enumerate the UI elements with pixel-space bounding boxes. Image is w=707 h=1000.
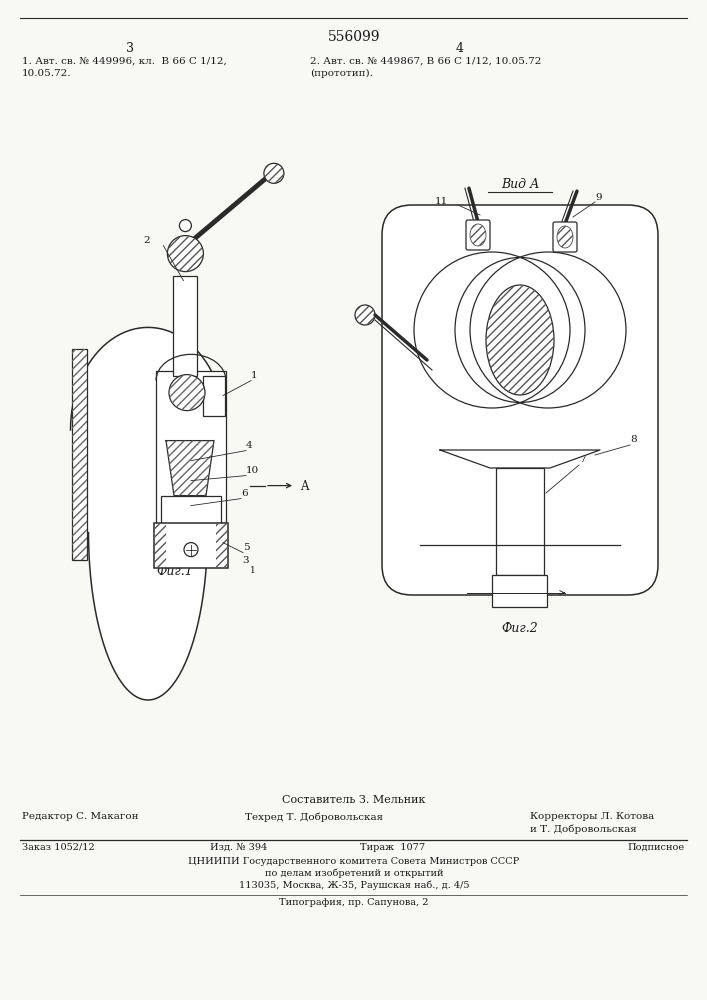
Bar — [173, 276, 197, 376]
Text: Составитель З. Мельник: Составитель З. Мельник — [282, 795, 426, 805]
Text: Техред Т. Добровольская: Техред Т. Добровольская — [245, 812, 383, 822]
Circle shape — [184, 543, 198, 557]
Text: 8: 8 — [630, 436, 636, 444]
Circle shape — [355, 305, 375, 325]
Text: Вид А: Вид А — [501, 178, 539, 191]
Text: 6: 6 — [241, 489, 247, 498]
Text: Заказ 1052/12: Заказ 1052/12 — [22, 843, 95, 852]
Text: 1. Авт. св. № 449996, кл.  B 66 C 1/12,
10.05.72.: 1. Авт. св. № 449996, кл. B 66 C 1/12, 1… — [22, 57, 227, 78]
Circle shape — [168, 236, 204, 272]
Bar — [73, 349, 88, 560]
Ellipse shape — [486, 285, 554, 395]
FancyBboxPatch shape — [553, 222, 577, 252]
Bar — [216, 523, 228, 568]
Circle shape — [169, 375, 205, 411]
Text: 1: 1 — [251, 371, 257, 380]
Bar — [493, 575, 547, 607]
Polygon shape — [71, 327, 226, 700]
Circle shape — [264, 163, 284, 183]
Bar — [154, 523, 228, 568]
Text: 2: 2 — [144, 236, 151, 245]
Bar — [154, 523, 166, 568]
Circle shape — [180, 220, 192, 232]
Text: 556099: 556099 — [328, 30, 380, 44]
Text: 10: 10 — [246, 466, 259, 475]
Text: Фиг.1: Фиг.1 — [157, 565, 194, 578]
Text: Корректоры Л. Котова
и Т. Добровольская: Корректоры Л. Котова и Т. Добровольская — [530, 812, 654, 834]
Text: 3: 3 — [242, 556, 249, 565]
Text: Подписное: Подписное — [628, 843, 685, 852]
FancyBboxPatch shape — [466, 220, 490, 250]
Text: 113035, Москва, Ж-35, Раушская наб., д. 4/5: 113035, Москва, Ж-35, Раушская наб., д. … — [239, 881, 469, 890]
Bar — [496, 468, 544, 575]
Bar — [73, 349, 88, 560]
Text: Фиг.2: Фиг.2 — [502, 622, 538, 635]
Text: 11: 11 — [435, 196, 448, 206]
Text: 3: 3 — [126, 42, 134, 55]
Ellipse shape — [470, 224, 486, 246]
Text: 1: 1 — [250, 566, 256, 575]
Bar — [161, 496, 221, 526]
Text: 5: 5 — [243, 543, 250, 552]
Text: 2. Авт. св. № 449867, B 66 C 1/12, 10.05.72
(прототип).: 2. Авт. св. № 449867, B 66 C 1/12, 10.05… — [310, 57, 542, 78]
Text: Редактор С. Макагон: Редактор С. Макагон — [22, 812, 139, 821]
Polygon shape — [440, 450, 600, 468]
Text: 4: 4 — [246, 441, 252, 450]
FancyBboxPatch shape — [382, 205, 658, 595]
Text: по делам изобретений и открытий: по делам изобретений и открытий — [264, 869, 443, 879]
Text: 7: 7 — [579, 456, 585, 464]
Text: ЦНИИПИ Государственного комитета Совета Министров СССР: ЦНИИПИ Государственного комитета Совета … — [188, 857, 520, 866]
Text: Тираж  1077: Тираж 1077 — [360, 843, 425, 852]
Ellipse shape — [557, 226, 573, 248]
Bar — [203, 376, 225, 416]
Polygon shape — [166, 441, 214, 496]
Bar — [156, 371, 226, 541]
Text: Изд. № 394: Изд. № 394 — [210, 843, 267, 852]
Text: A: A — [300, 480, 308, 493]
Text: 4: 4 — [456, 42, 464, 55]
Text: 9: 9 — [595, 192, 602, 202]
Text: Типография, пр. Сапунова, 2: Типография, пр. Сапунова, 2 — [279, 898, 428, 907]
